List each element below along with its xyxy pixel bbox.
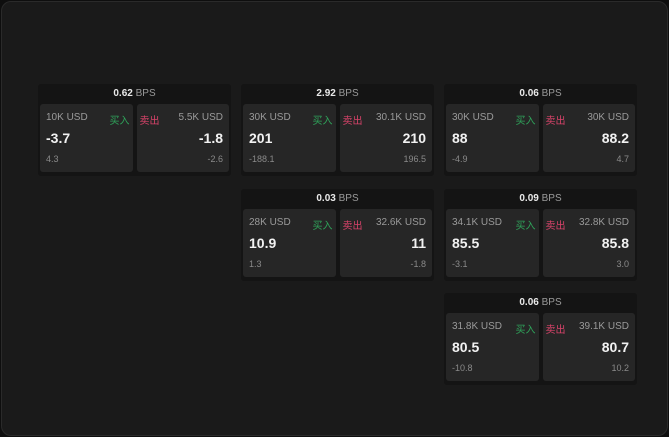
sell-label: 卖出 [545, 116, 566, 127]
spread-header: 0.06 BPS [444, 84, 637, 104]
ask-price: 11 [411, 235, 426, 251]
ask-change: 10.2 [611, 363, 629, 373]
bid-size: 10K USD [46, 112, 88, 123]
spread-value: 0.03 [316, 193, 336, 204]
sell-box[interactable]: 卖出 32.6K USD 11 -1.8 [339, 209, 432, 277]
bid-change: 1.3 [249, 259, 262, 269]
bid-change: -188.1 [249, 154, 275, 164]
sell-box[interactable]: 卖出 39.1K USD 80.7 10.2 [542, 313, 635, 381]
quote-card: 0.62 BPS 10K USD 买入 -3.7 4.3 卖出 5.5K USD… [38, 84, 231, 176]
bid-change: -4.9 [452, 154, 468, 164]
spread-unit: BPS [541, 88, 562, 99]
sell-label: 卖出 [139, 116, 160, 127]
ask-price: 85.8 [601, 235, 629, 251]
buy-box[interactable]: 34.1K USD 买入 85.5 -3.1 [446, 209, 539, 277]
sell-box[interactable]: 卖出 30K USD 88.2 4.7 [542, 104, 635, 172]
bid-price: 80.5 [452, 339, 480, 355]
buy-box[interactable]: 28K USD 买入 10.9 1.3 [243, 209, 336, 277]
spread-value: 2.92 [316, 88, 336, 99]
sell-box[interactable]: 卖出 5.5K USD -1.8 -2.6 [136, 104, 229, 172]
bid-size: 30K USD [249, 112, 291, 123]
spread-value: 0.06 [519, 88, 539, 99]
sell-box[interactable]: 卖出 32.8K USD 85.8 3.0 [542, 209, 635, 277]
ask-size: 30K USD [587, 112, 629, 123]
quote-card: 0.03 BPS 28K USD 买入 10.9 1.3 卖出 32.6K US… [241, 189, 434, 281]
buy-label: 买入 [312, 116, 333, 127]
ask-change: 4.7 [616, 154, 629, 164]
bid-size: 34.1K USD [452, 217, 503, 228]
spread-unit: BPS [135, 88, 156, 99]
ask-price: 210 [402, 130, 426, 146]
buy-label: 买入 [312, 221, 333, 232]
buy-box[interactable]: 31.8K USD 买入 80.5 -10.8 [446, 313, 539, 381]
sell-label: 卖出 [545, 221, 566, 232]
quote-card: 0.06 BPS 31.8K USD 买入 80.5 -10.8 卖出 39.1… [444, 293, 637, 385]
sell-label: 卖出 [342, 221, 363, 232]
ask-change: 196.5 [403, 154, 426, 164]
ask-size: 32.8K USD [578, 217, 629, 228]
buy-box[interactable]: 30K USD 买入 201 -188.1 [243, 104, 336, 172]
bid-change: -10.8 [452, 363, 473, 373]
bid-size: 31.8K USD [452, 321, 503, 332]
spread-value: 0.06 [519, 297, 539, 308]
ask-size: 39.1K USD [578, 321, 629, 332]
ask-change: -1.8 [410, 259, 426, 269]
bid-price: 88 [452, 130, 468, 146]
buy-label: 买入 [515, 325, 536, 336]
spread-unit: BPS [338, 193, 359, 204]
bid-change: -3.1 [452, 259, 468, 269]
ask-change: 3.0 [616, 259, 629, 269]
spread-unit: BPS [541, 193, 562, 204]
bid-price: 85.5 [452, 235, 480, 251]
bid-size: 30K USD [452, 112, 494, 123]
ask-size: 5.5K USD [178, 112, 223, 123]
spread-unit: BPS [541, 297, 562, 308]
quote-card: 0.09 BPS 34.1K USD 买入 85.5 -3.1 卖出 32.8K… [444, 189, 637, 281]
bid-change: 4.3 [46, 154, 59, 164]
spread-unit: BPS [338, 88, 359, 99]
spread-value: 0.62 [113, 88, 133, 99]
buy-label: 买入 [109, 116, 130, 127]
spread-header: 0.62 BPS [38, 84, 231, 104]
spread-header: 0.06 BPS [444, 293, 637, 313]
bid-price: -3.7 [46, 130, 71, 146]
sell-label: 卖出 [342, 116, 363, 127]
quote-card: 2.92 BPS 30K USD 买入 201 -188.1 卖出 30.1K … [241, 84, 434, 176]
ask-size: 30.1K USD [375, 112, 426, 123]
ask-price: 88.2 [601, 130, 629, 146]
bid-size: 28K USD [249, 217, 291, 228]
ask-change: -2.6 [207, 154, 223, 164]
buy-box[interactable]: 10K USD 买入 -3.7 4.3 [40, 104, 133, 172]
spread-header: 2.92 BPS [241, 84, 434, 104]
ask-price: -1.8 [198, 130, 223, 146]
spread-header: 0.03 BPS [241, 189, 434, 209]
ask-price: 80.7 [601, 339, 629, 355]
spread-value: 0.09 [519, 193, 539, 204]
bid-price: 10.9 [249, 235, 277, 251]
buy-label: 买入 [515, 116, 536, 127]
buy-label: 买入 [515, 221, 536, 232]
sell-box[interactable]: 卖出 30.1K USD 210 196.5 [339, 104, 432, 172]
buy-box[interactable]: 30K USD 买入 88 -4.9 [446, 104, 539, 172]
bid-price: 201 [249, 130, 273, 146]
quote-card: 0.06 BPS 30K USD 买入 88 -4.9 卖出 30K USD 8… [444, 84, 637, 176]
spread-header: 0.09 BPS [444, 189, 637, 209]
sell-label: 卖出 [545, 325, 566, 336]
ask-size: 32.6K USD [375, 217, 426, 228]
